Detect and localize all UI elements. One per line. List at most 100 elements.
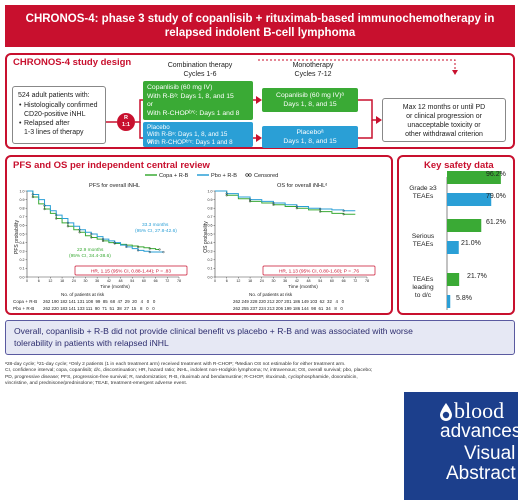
copa-combo-line2: With R-Bᵃ: Days 1, 8, and 15 [147, 92, 234, 100]
pfs-x-tick-label: 54 [130, 279, 134, 283]
pfs-x-tick-label: 66 [154, 279, 158, 283]
safety-cat3-line1: TEAEs [412, 276, 434, 283]
pfs-y-tick-label: 0.1 [20, 267, 25, 271]
logo-word-visual: Visual [464, 443, 516, 464]
pfs-series-pbo-line [27, 190, 164, 253]
pfs-at-risk-copa: 262 190 182 141 131 108 99 85 68 47 29 2… [43, 299, 156, 304]
os-y-tick-label: 0.3 [208, 250, 213, 254]
pfs-y-tick-label: 1.0 [20, 189, 25, 193]
os-censor-point [319, 210, 322, 213]
safety-cat1-label: Grade ≥3 TEAEs [399, 185, 447, 201]
randomization-ratio: 1:1 [122, 122, 130, 128]
safety-cat3-copa-pct: 21.7% [467, 273, 487, 280]
pfs-x-tick-label: 72 [165, 279, 169, 283]
os-xlabel: Time (months) [288, 284, 318, 289]
os-x-tick-label: 36 [283, 279, 287, 283]
pfs-censor-point [78, 228, 81, 231]
pfs-annotation-copa-line2: (95% CI, 34.4-38.6) [69, 253, 111, 259]
pfs-censor-point [31, 195, 34, 199]
os-censor-point [342, 213, 345, 216]
copa-combo-line4: With R-CHOPᵇ'ᶜ: Days 1 and 8 [147, 109, 240, 117]
patients-bullet2-line1: Relapsed after [24, 120, 70, 127]
page-title-line1: CHRONOS-4: phase 3 study of copanlisib +… [25, 13, 495, 25]
pfs-censor-point [31, 193, 34, 196]
pbo-mono-line2: Days 1, 8, and 15 [283, 137, 337, 145]
pfs-censor-point [148, 247, 151, 250]
pfs-annotation-pbo-line1: 33.3 months [142, 222, 169, 228]
pfs-y-tick-label: 0.3 [20, 250, 25, 254]
combo-header: Combination therapy Cycles 1-6 [160, 62, 240, 79]
safety-cat2-copa-bar [447, 219, 482, 232]
conclusion-line2: tolerability in patients with relapsed i… [14, 337, 169, 348]
pfs-x-tick-label: 12 [48, 279, 52, 283]
pfs-y-tick-label: 0.2 [20, 258, 25, 262]
safety-cat2-pbo-pct: 21.0% [461, 240, 481, 247]
pfs-censor-point [55, 217, 58, 220]
safety-cat1-copa-bar [447, 171, 501, 184]
end-line4: other withdrawal criterion [405, 131, 483, 138]
randomization-circle: R 1:1 [117, 113, 135, 131]
safety-cat1-pbo-bar [447, 193, 492, 206]
safety-cat1-pbo-pct: 79.0% [486, 193, 506, 200]
os-x-tick-label: 60 [330, 279, 334, 283]
survival-title: PFS and OS per independent central revie… [13, 160, 210, 171]
os-y-tick-label: 0.2 [208, 258, 213, 262]
os-at-risk-pbo: 262 255 237 224 213 206 199 186 144 98 6… [233, 306, 343, 311]
legend-pbo-label: Pbo + R-B [211, 173, 237, 179]
safety-cat2-label: Serious TEAEs [399, 233, 447, 249]
page-header: CHRONOS-4: phase 3 study of copanlisib +… [5, 5, 515, 47]
os-censor-point [342, 209, 345, 212]
safety-cat3-copa-bar [447, 273, 460, 286]
safety-cat2-pbo-bar [447, 241, 459, 254]
pfs-censor-point [78, 231, 81, 234]
combo-header-line2: Cycles 1-6 [183, 70, 217, 78]
os-y-tick-label: 0.7 [208, 215, 213, 219]
pfs-y-tick-label: 0.0 [20, 275, 25, 279]
page-title-line2: relapsed indolent B-cell lymphoma [164, 27, 356, 39]
os-x-tick-label: 12 [236, 279, 240, 283]
patients-bullet2: • Relapsed after 1-3 lines of therapy [18, 119, 100, 137]
combo-header-line1: Combination therapy [167, 62, 233, 69]
os-x-tick-label: 24 [260, 279, 264, 283]
copa-combo-box: Copanlisib (60 mg IV) With R-Bᵃ: Days 1,… [143, 81, 253, 120]
footnote-line4: vincristine, and prednisone/prednisolone… [5, 381, 188, 387]
footnotes: ᵃ28-day cycle; ᵇ21-day cycle; ᶜOnly 2 pa… [5, 362, 395, 388]
logo-word-blood: blood [454, 398, 505, 423]
pfs-x-tick-label: 0 [26, 279, 28, 283]
os-series-copa-line [215, 190, 356, 215]
patients-bullet1-line1: Histologically confirmed [24, 102, 98, 109]
pbo-combo-line3: or [147, 138, 153, 146]
pfs-x-tick-label: 30 [83, 279, 87, 283]
safety-title: Key safety data [424, 160, 494, 171]
pfs-censor-point [90, 236, 93, 239]
patients-bullet2-line2: 1-3 lines of therapy [24, 129, 84, 136]
safety-cat1-copa-pct: 96.2% [486, 171, 506, 178]
patients-bullet1: • Histologically confirmed CD20-positive… [18, 101, 100, 119]
pfs-censor-point [66, 221, 70, 224]
os-x-tick-label: 30 [271, 279, 275, 283]
pfs-x-tick-label: 36 [95, 279, 99, 283]
study-design-arrows [106, 59, 458, 142]
os-x-tick-label: 42 [295, 279, 299, 283]
copa-combo-line1: Copanlisib (60 mg IV) [147, 84, 213, 91]
conclusion-box: Overall, copanlisib + R-B did not provid… [5, 320, 515, 355]
os-censor-point [295, 205, 298, 208]
os-hr-box [262, 265, 376, 276]
pbo-combo-line1: Placebo [147, 124, 170, 131]
os-x-tick-label: 0 [214, 279, 216, 283]
pfs-censor-point [158, 248, 161, 251]
pfs-censor-point [55, 213, 58, 217]
pfs-x-tick-label: 42 [107, 279, 111, 283]
os-chart-title: OS for overall iNHLᵈ [277, 182, 327, 189]
conclusion-line1: Overall, copanlisib + R-B did not provid… [14, 326, 413, 336]
copa-mono-line2: Days 1, 8, and 15 [283, 100, 337, 108]
footnote-line3: PD, progressive disease; PFS, progressio… [5, 374, 358, 380]
survival-panel [5, 155, 393, 315]
safety-cat3-label: TEAEs leading to d/c [399, 276, 447, 300]
safety-cat1-line2: TEAEs [412, 193, 434, 200]
mono-header-line1: Monotherapy [292, 62, 334, 69]
os-censor-point [248, 198, 252, 201]
os-y-tick-label: 0.5 [208, 232, 213, 236]
blood-advances-logo: blood advances Visual Abstract [404, 392, 520, 500]
safety-bar-chart [446, 171, 501, 310]
